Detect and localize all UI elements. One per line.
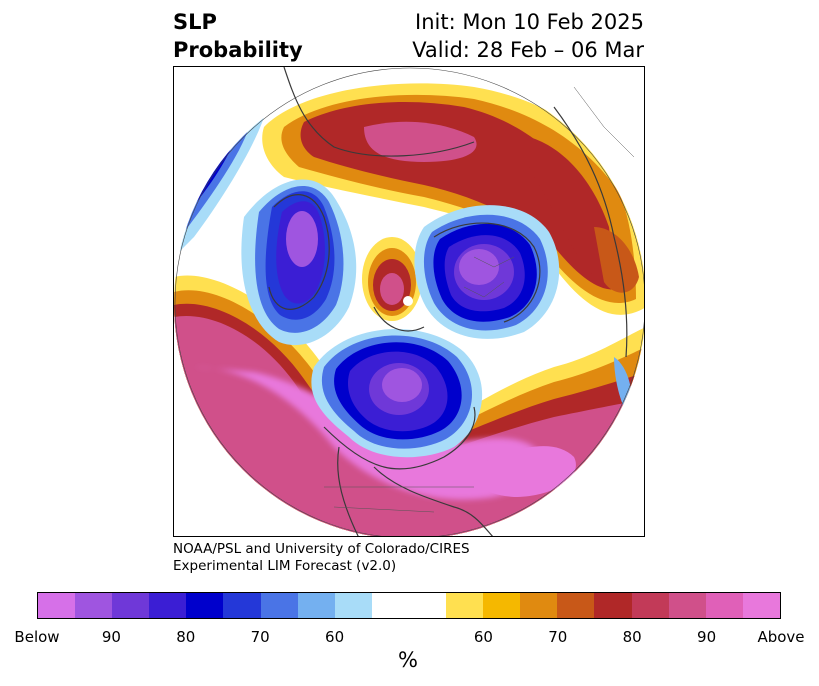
colorbar-segment-above-1 (483, 593, 521, 618)
hemisphere-outline (174, 67, 644, 536)
title-block: SLP Probability (173, 8, 303, 64)
above-center-pole (362, 237, 422, 321)
colorbar-segment-above-8 (742, 593, 780, 618)
credit-text: NOAA/PSL and University of Colorado/CIRE… (173, 541, 470, 575)
colorbar-tick-label: 80 (176, 628, 196, 646)
date-block: Init: Mon 10 Feb 2025 Valid: 28 Feb – 06… (412, 8, 644, 64)
colorbar-segment-below-7 (297, 593, 335, 618)
colorbar-segment-below-0 (38, 593, 76, 618)
below-center-siberia (414, 205, 560, 339)
colorbar-segment-above-2 (520, 593, 558, 618)
below-center-europe (174, 113, 357, 346)
init-date: Init: Mon 10 Feb 2025 (415, 10, 644, 34)
colorbar-tick-label: 80 (622, 628, 642, 646)
colorbar-segment-above-4 (594, 593, 632, 618)
shaded-field (174, 67, 644, 536)
title-variable: SLP (173, 10, 217, 34)
colorbar-unit: % (398, 648, 418, 672)
colorbar-tick-label: Below (14, 628, 60, 646)
coastlines (268, 67, 628, 536)
map-canvas (174, 67, 644, 536)
valid-dates: Valid: 28 Feb – 06 Mar (412, 38, 644, 62)
colorbar-tick-label: Above (757, 628, 805, 646)
borders (324, 86, 635, 513)
title-type: Probability (173, 38, 303, 62)
colorbar-segment-above-0 (446, 593, 484, 618)
colorbar-segment-below-1 (75, 593, 113, 618)
colorbar-segment-below-8 (334, 593, 372, 618)
colorbar-segment-above-5 (631, 593, 669, 618)
colorbar-tick-label: 70 (548, 628, 568, 646)
colorbar-segment-below-6 (260, 593, 298, 618)
colorbar-segment-above-7 (705, 593, 743, 618)
colorbar-segment-above-6 (668, 593, 706, 618)
colorbar-tick-label: 70 (250, 628, 270, 646)
colorbar (37, 592, 781, 619)
colorbar-segment-below-4 (186, 593, 224, 618)
colorbar-segment-below-2 (112, 593, 150, 618)
colorbar-segment-above-3 (557, 593, 595, 618)
colorbar-tick-label: 60 (325, 628, 345, 646)
colorbar-segment-below-3 (149, 593, 187, 618)
probability-map (173, 66, 645, 537)
colorbar-tick-label: 60 (473, 628, 493, 646)
below-center-greenland (311, 329, 483, 458)
colorbar-segment-neutral (371, 593, 447, 618)
colorbar-segment-below-5 (223, 593, 261, 618)
colorbar-tick-label: 90 (101, 628, 121, 646)
credit-line-1: NOAA/PSL and University of Colorado/CIRE… (173, 541, 470, 557)
credit-line-2: Experimental LIM Forecast (v2.0) (173, 558, 397, 574)
colorbar-tick-label: 90 (697, 628, 717, 646)
